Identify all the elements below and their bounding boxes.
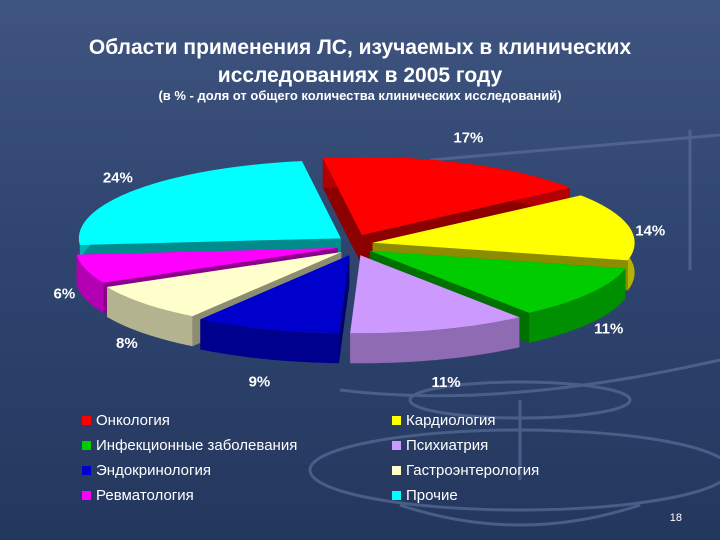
data-label-5: 9%: [249, 373, 271, 390]
data-label-4: 11%: [431, 374, 460, 391]
pie-slice-top: [200, 255, 350, 334]
pie-slice-top: [76, 247, 338, 283]
pie-slice-4: [350, 255, 520, 364]
pie-slice-top: [78, 161, 341, 246]
slide-title: Области применения ЛС, изучаемых в клини…: [0, 34, 720, 90]
pie-slice-rim: [76, 254, 104, 313]
pie-slice-rim: [107, 286, 193, 347]
data-label-7: 6%: [53, 285, 75, 302]
pie-slice-top: [372, 195, 635, 261]
pie-slice-top: [322, 156, 571, 235]
data-label-2: 14%: [635, 223, 665, 240]
pie-slice-top: [350, 255, 520, 334]
pie-slice-rim: [529, 268, 626, 343]
data-label-1: 17%: [453, 130, 483, 147]
data-label-3: 11%: [594, 321, 623, 338]
pie-slice-rim: [350, 317, 520, 364]
pie-slice-5: [200, 255, 350, 364]
page-number: 18: [669, 512, 682, 524]
slide-title-line2: исследованиях в 2005 году: [217, 64, 503, 87]
pie-slice-top: [370, 250, 626, 313]
pie-slice-rim: [200, 319, 340, 364]
data-label-6: 8%: [116, 335, 138, 352]
slide-subtitle: (в % - доля от общего количества клиниче…: [158, 88, 562, 103]
pie-slice-top: [107, 252, 342, 317]
data-label-8: 24%: [103, 170, 133, 187]
slide-title-line1: Области применения ЛС, изучаемых в клини…: [88, 36, 632, 59]
